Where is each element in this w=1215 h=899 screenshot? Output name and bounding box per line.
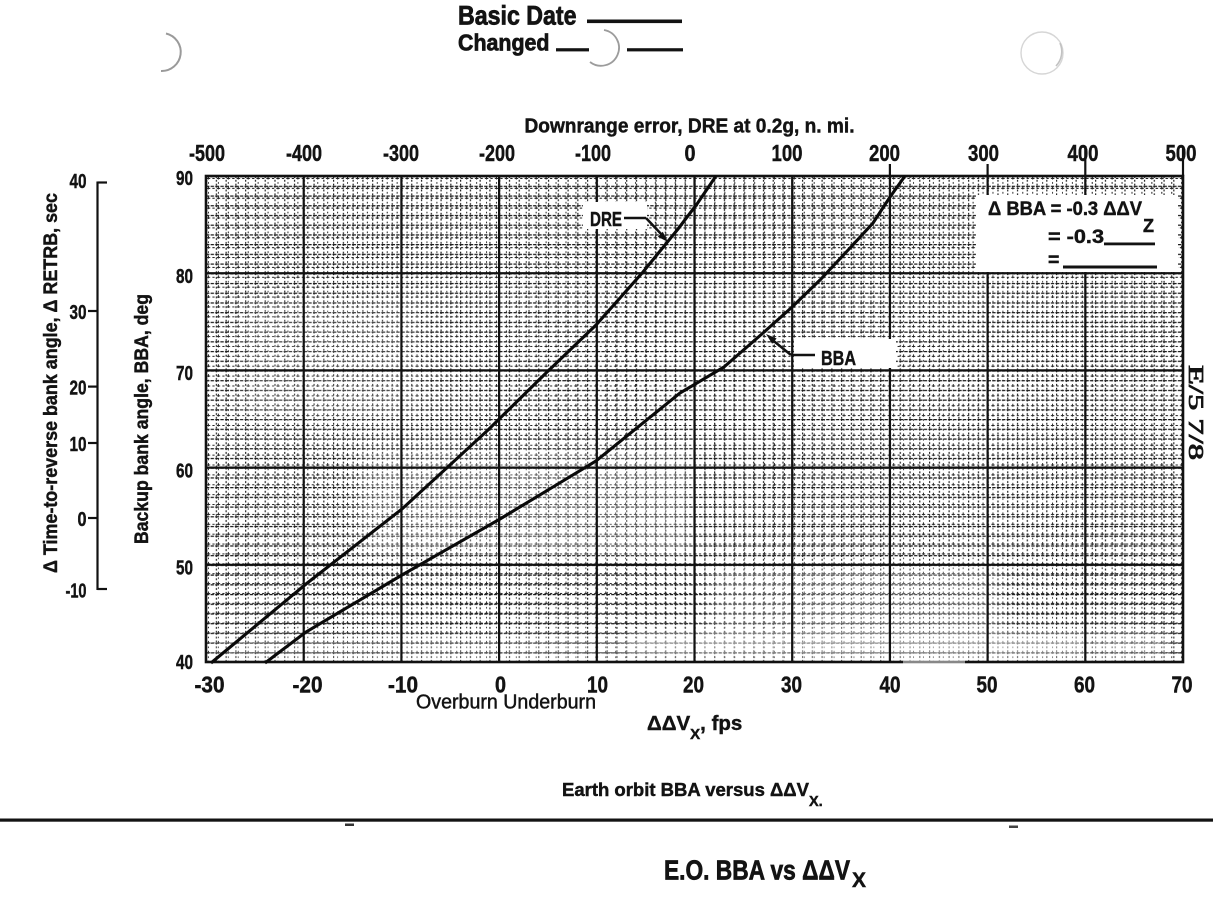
- svg-text:80: 80: [176, 265, 193, 288]
- svg-text:Z: Z: [1143, 216, 1154, 236]
- svg-text:100: 100: [772, 140, 803, 166]
- svg-text:40: 40: [880, 672, 901, 698]
- svg-text:90: 90: [176, 167, 193, 190]
- svg-text:-20: -20: [293, 672, 323, 698]
- svg-text:30: 30: [781, 672, 802, 698]
- svg-text:200: 200: [869, 140, 900, 166]
- svg-text:300: 300: [968, 140, 999, 166]
- svg-text:Basic Date: Basic Date: [458, 1, 577, 31]
- svg-text:Δ BBA = -0.3 ΔΔV: Δ BBA = -0.3 ΔΔV: [988, 198, 1142, 220]
- svg-text:10: 10: [70, 433, 87, 456]
- svg-text:-30: -30: [195, 672, 225, 698]
- svg-text:-200: -200: [479, 140, 515, 166]
- svg-text:-500: -500: [189, 140, 225, 166]
- svg-text:50: 50: [176, 557, 193, 580]
- svg-text:50: 50: [977, 672, 998, 698]
- svg-text:20: 20: [70, 377, 87, 400]
- svg-text:DRE: DRE: [590, 208, 622, 231]
- svg-text:=: =: [1048, 249, 1059, 271]
- svg-text:0: 0: [685, 140, 696, 166]
- svg-text:Overburn Underburn: Overburn Underburn: [416, 692, 596, 714]
- svg-text:40: 40: [70, 170, 87, 193]
- svg-text:-100: -100: [575, 140, 611, 166]
- svg-text:70: 70: [176, 362, 193, 385]
- svg-text:X: X: [852, 869, 866, 892]
- svg-text:60: 60: [1074, 672, 1095, 698]
- svg-text:E/5 7/8: E/5 7/8: [1184, 365, 1208, 460]
- svg-text:= -0.3: = -0.3: [1048, 226, 1104, 248]
- svg-text:0: 0: [78, 508, 87, 531]
- svg-text:40: 40: [176, 651, 193, 674]
- svg-text:E.O. BBA vs ΔΔV: E.O. BBA vs ΔΔV: [664, 855, 850, 886]
- svg-text:Downrange error, DRE at 0.2g,: Downrange error, DRE at 0.2g, n. mi.: [525, 116, 855, 138]
- svg-text:500: 500: [1166, 140, 1197, 166]
- svg-text:-300: -300: [383, 140, 419, 166]
- svg-text:30: 30: [70, 301, 87, 324]
- svg-text:400: 400: [1068, 140, 1099, 166]
- svg-text:20: 20: [683, 672, 704, 698]
- svg-text:0: 0: [495, 672, 506, 698]
- svg-text:Δ Time-to-reverse bank angle,: Δ Time-to-reverse bank angle, Δ RETRB, s…: [41, 193, 62, 573]
- svg-text:ΔΔVX, fps: ΔΔVX, fps: [647, 712, 742, 743]
- svg-text:-400: -400: [286, 140, 322, 166]
- svg-text:60: 60: [176, 460, 193, 483]
- svg-text:Changed: Changed: [458, 29, 550, 55]
- svg-text:Earth orbit BBA versus ΔΔVX.: Earth orbit BBA versus ΔΔVX.: [562, 779, 823, 810]
- svg-text:10: 10: [587, 672, 608, 698]
- svg-text:BBA: BBA: [821, 347, 856, 370]
- svg-text:-10: -10: [66, 580, 87, 603]
- svg-text:Backup bank angle, BBA, deg: Backup bank angle, BBA, deg: [132, 294, 153, 544]
- svg-text:-10: -10: [388, 672, 418, 698]
- svg-text:70: 70: [1172, 672, 1193, 698]
